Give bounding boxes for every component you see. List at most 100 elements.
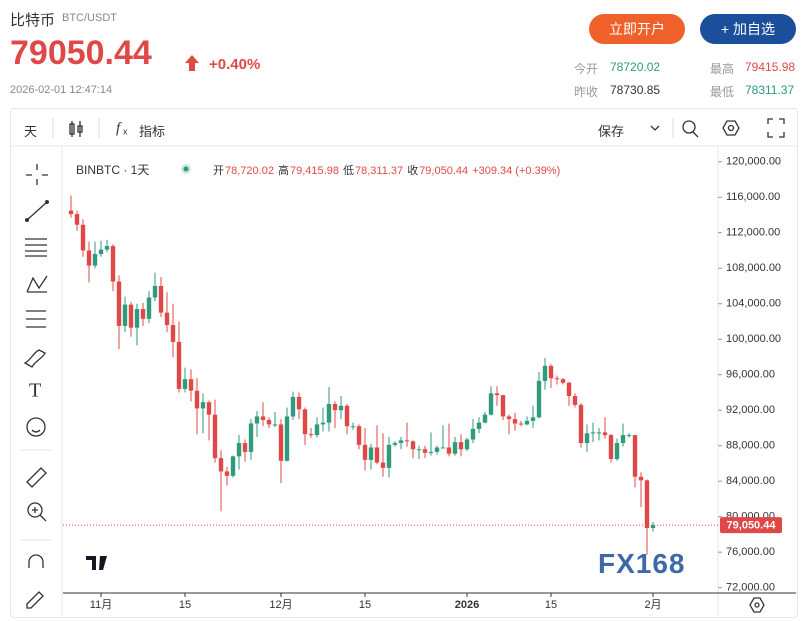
candle-body <box>248 423 254 452</box>
candle-body <box>302 409 308 435</box>
y-tick-label: 100,000.00 <box>726 333 781 345</box>
y-tick-label: 88,000.00 <box>726 440 775 452</box>
candle-body <box>428 451 434 453</box>
candle-body <box>218 458 224 472</box>
y-tick-label: 112,000.00 <box>726 227 780 239</box>
svg-text:T: T <box>29 380 41 402</box>
candle-body <box>386 444 392 468</box>
stat-value: 78720.02 <box>610 60 661 74</box>
candle-body <box>500 395 506 417</box>
candle-body <box>560 379 566 383</box>
legend-key: 开 <box>213 165 224 177</box>
legend-value: 78,720.02 <box>225 165 274 177</box>
y-tick-label: 92,000.00 <box>726 404 775 416</box>
candle-body <box>284 416 290 461</box>
candle-body <box>164 312 170 326</box>
candle-body <box>398 440 404 444</box>
candle-body <box>638 476 644 481</box>
candle-body <box>536 380 542 418</box>
candle-body <box>458 442 464 450</box>
legend-key: 收 <box>407 165 419 177</box>
candle-body <box>92 254 98 266</box>
candle-body <box>158 285 164 313</box>
stat-label: 最低 <box>710 85 735 99</box>
price: 79050.44 <box>10 34 152 72</box>
candle-body <box>290 396 296 417</box>
svg-text:f: f <box>116 120 122 136</box>
candle-body <box>506 416 512 420</box>
candle-body <box>254 416 260 424</box>
candle-body <box>110 246 116 282</box>
candle-body <box>392 443 398 445</box>
y-tick-label: 96,000.00 <box>726 369 775 381</box>
candle-body <box>128 304 134 328</box>
candle-body <box>356 426 362 445</box>
candle-body <box>470 428 476 440</box>
open-account-button[interactable]: 立即开户 <box>589 14 685 44</box>
candle-body <box>308 434 314 436</box>
candle-body <box>296 396 302 410</box>
up-arrow <box>185 55 199 71</box>
candle-body <box>320 422 326 425</box>
candle-body <box>590 432 596 434</box>
candle-body <box>632 435 638 477</box>
legend-values: 开78,720.02 高79,415.98 低78,311.37 收79,050… <box>213 162 561 178</box>
x-tick-label: 11月 <box>90 599 112 611</box>
candle-body <box>260 416 266 420</box>
candle-body <box>572 396 578 405</box>
candle-body <box>332 404 338 411</box>
interval-button[interactable]: 天 <box>24 124 38 139</box>
candle-body <box>380 462 386 468</box>
candle-body <box>188 379 194 391</box>
plot <box>63 147 796 616</box>
candle-body <box>224 471 230 476</box>
candle-body <box>368 447 374 460</box>
candle-body <box>182 379 188 389</box>
watchlist-button[interactable]: + 加自选 <box>700 14 796 44</box>
stat-label: 今开 <box>574 62 599 76</box>
candle-body <box>350 426 356 428</box>
price-tag-label: 79,050.44 <box>727 520 777 532</box>
candle-body <box>212 414 218 459</box>
candle-body <box>620 435 626 444</box>
x-tick-label: 15 <box>179 599 191 611</box>
candle-body <box>476 422 482 429</box>
legend-symbol: BINBTC · 1天 <box>76 163 150 177</box>
candle-body <box>602 432 608 436</box>
watermark: FX168 <box>598 548 686 579</box>
price-tag <box>720 517 782 534</box>
candle-body <box>200 402 206 409</box>
stat-value: 78730.85 <box>610 83 661 97</box>
x-tick-label: 12月 <box>269 599 292 611</box>
stat-value: 78311.37 <box>745 83 795 97</box>
indicators-button[interactable]: 指标 <box>139 124 166 139</box>
candle-body <box>80 224 86 251</box>
tv-logo-mark <box>86 556 107 570</box>
candle-body <box>242 443 248 452</box>
stat-label: 最高 <box>710 62 735 76</box>
stat-label: 昨收 <box>574 85 599 99</box>
candle-body <box>230 456 236 476</box>
candle-body <box>170 325 176 342</box>
candle-body <box>578 404 584 444</box>
legend-value: 79,415.98 <box>290 165 339 177</box>
legend-change: +309.34 (+0.39%) <box>472 165 561 177</box>
candle-body <box>608 435 614 460</box>
candle-body <box>554 378 560 380</box>
save-button[interactable]: 保存 <box>598 124 625 139</box>
timestamp: 2026-02-01 12:47:14 <box>10 84 113 96</box>
candle-body <box>344 405 350 427</box>
candle-body <box>146 297 152 319</box>
legend-key: 高 <box>278 165 289 177</box>
candle-body <box>518 423 524 425</box>
candle-body <box>152 285 158 298</box>
y-tick-label: 108,000.00 <box>726 262 781 274</box>
candle-body <box>362 444 368 460</box>
status-dot <box>181 164 191 174</box>
tv-logo <box>82 550 112 578</box>
stat-value: 79415.98 <box>745 60 796 74</box>
legend-key: 低 <box>343 165 354 177</box>
y-tick-label: 120,000.00 <box>726 156 781 168</box>
